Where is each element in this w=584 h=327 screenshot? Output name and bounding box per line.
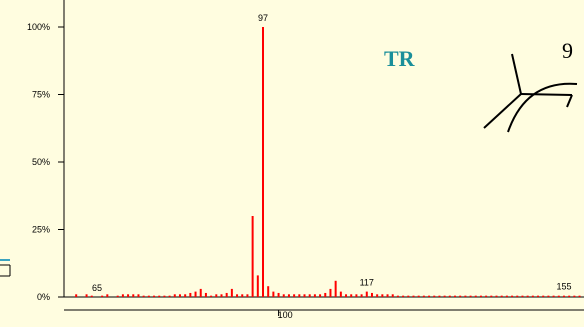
- spectrum-bars: [75, 27, 581, 297]
- y-tick-group: 0% 25% 50% 75% 100%: [27, 22, 64, 302]
- molecule-structure-drawing: [483, 53, 578, 133]
- peak-label: 117: [360, 278, 374, 288]
- peak-label-group: 6597117155192: [92, 13, 572, 293]
- curved-arrow: [507, 82, 578, 133]
- chart-axes: [63, 0, 584, 311]
- bond-line: [520, 93, 573, 96]
- left-edge-bracket-decoration: [0, 259, 11, 277]
- y-tick-label: 50%: [32, 157, 50, 167]
- peak-label: 97: [258, 13, 268, 23]
- bond-line: [566, 94, 573, 108]
- peak-label: 65: [92, 283, 102, 293]
- y-tick-label: 75%: [32, 90, 50, 100]
- partial-number-label: 9: [562, 38, 573, 63]
- bond-line: [483, 93, 522, 129]
- tr-annotation: TR: [384, 46, 416, 71]
- x-tick-group: 100: [278, 310, 293, 320]
- y-tick-label: 0%: [37, 292, 50, 302]
- peak-label: 155: [556, 282, 571, 292]
- x-tick-label: 100: [278, 310, 293, 320]
- bond-line: [511, 53, 522, 95]
- y-tick-label: 25%: [32, 225, 50, 235]
- y-tick-label: 100%: [27, 22, 50, 32]
